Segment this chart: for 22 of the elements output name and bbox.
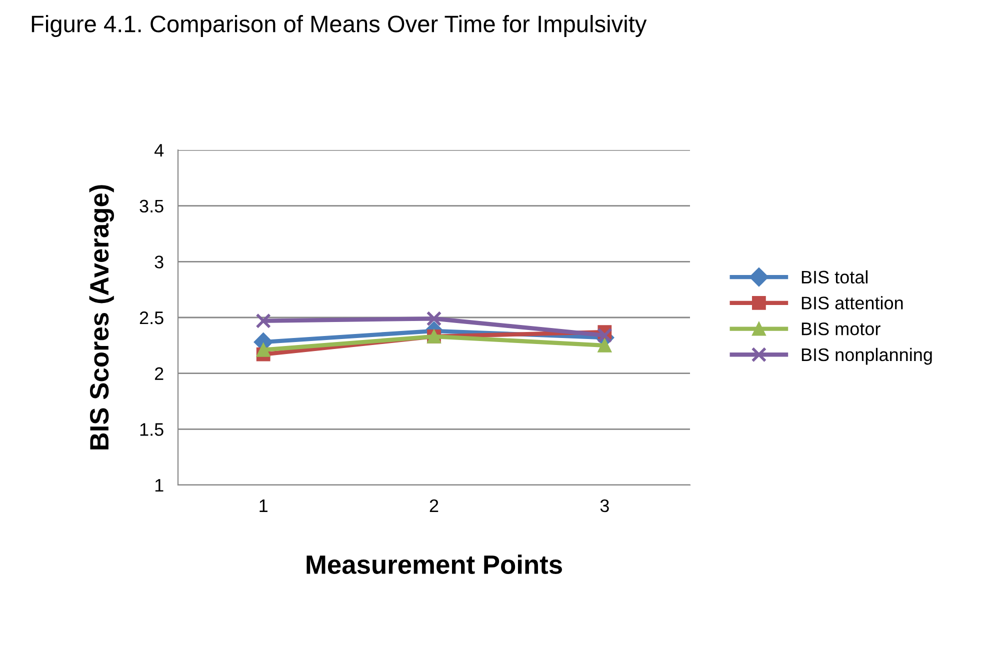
point bbox=[256, 342, 270, 357]
legend-label: BIS attention bbox=[802, 296, 903, 310]
y-axis-title: BIS Scores (Average) bbox=[89, 185, 114, 450]
legend-label: BIS motor bbox=[802, 322, 880, 336]
point bbox=[426, 310, 442, 326]
point bbox=[597, 328, 612, 344]
x-axis-title: Measurement Points bbox=[306, 554, 562, 574]
y-tick-label: 1 bbox=[155, 479, 164, 492]
point bbox=[598, 338, 612, 352]
y-tick-label: 1.5 bbox=[140, 423, 164, 436]
y-tick-label: 3.5 bbox=[140, 200, 164, 213]
y-tick-label: 3 bbox=[154, 256, 164, 268]
x-tick-label: 3 bbox=[600, 499, 609, 512]
chart-title: Figure 4.1. Comparison of Means Over Time for Impulsivity bbox=[32, 15, 647, 38]
point bbox=[256, 313, 271, 328]
legend-label: BIS total bbox=[802, 270, 868, 284]
y-tick-label: 2 bbox=[154, 367, 164, 380]
legend-label: BIS nonplanning bbox=[802, 348, 932, 365]
y-tick-label: 4 bbox=[154, 144, 164, 157]
x-tick-label: 2 bbox=[430, 499, 438, 512]
x-tick-label: 1 bbox=[260, 500, 268, 512]
y-tick-label: 2.5 bbox=[140, 311, 164, 324]
